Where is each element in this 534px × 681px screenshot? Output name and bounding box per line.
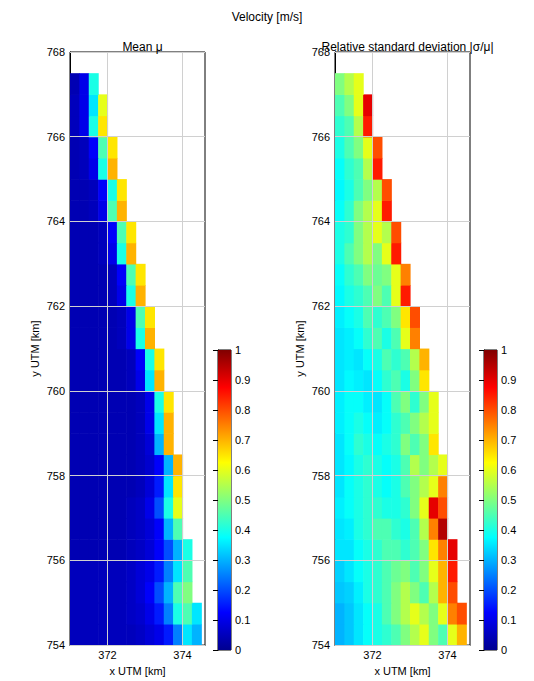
svg-text:0.1: 0.1 bbox=[501, 614, 516, 626]
svg-text:756: 756 bbox=[47, 554, 65, 566]
svg-text:x UTM [km]: x UTM [km] bbox=[109, 665, 165, 677]
svg-text:372: 372 bbox=[363, 649, 381, 661]
svg-text:0.2: 0.2 bbox=[235, 584, 250, 596]
svg-text:0.1: 0.1 bbox=[235, 614, 250, 626]
svg-text:766: 766 bbox=[47, 131, 65, 143]
svg-text:764: 764 bbox=[312, 215, 330, 227]
svg-text:0.3: 0.3 bbox=[235, 554, 250, 566]
svg-text:0.9: 0.9 bbox=[235, 374, 250, 386]
svg-text:374: 374 bbox=[438, 649, 456, 661]
svg-text:y UTM [km]: y UTM [km] bbox=[29, 320, 41, 376]
svg-text:768: 768 bbox=[47, 46, 65, 58]
svg-text:0.7: 0.7 bbox=[235, 434, 250, 446]
svg-text:0.6: 0.6 bbox=[235, 464, 250, 476]
svg-text:0.3: 0.3 bbox=[501, 554, 516, 566]
svg-text:754: 754 bbox=[312, 639, 330, 651]
svg-text:762: 762 bbox=[312, 300, 330, 312]
svg-text:766: 766 bbox=[312, 131, 330, 143]
svg-text:760: 760 bbox=[312, 385, 330, 397]
svg-text:Relative standard deviation |σ: Relative standard deviation |σ/μ| bbox=[322, 40, 494, 54]
svg-text:764: 764 bbox=[47, 215, 65, 227]
svg-text:0.8: 0.8 bbox=[235, 404, 250, 416]
svg-text:762: 762 bbox=[47, 300, 65, 312]
svg-text:0.5: 0.5 bbox=[235, 494, 250, 506]
svg-text:1: 1 bbox=[501, 344, 507, 356]
svg-text:372: 372 bbox=[98, 649, 116, 661]
svg-text:0.5: 0.5 bbox=[501, 494, 516, 506]
svg-text:0.2: 0.2 bbox=[501, 584, 516, 596]
svg-text:0: 0 bbox=[235, 644, 241, 656]
svg-text:760: 760 bbox=[47, 385, 65, 397]
svg-text:0.8: 0.8 bbox=[501, 404, 516, 416]
svg-text:x UTM [km]: x UTM [km] bbox=[374, 665, 430, 677]
svg-text:Mean μ: Mean μ bbox=[122, 40, 162, 54]
svg-text:0.7: 0.7 bbox=[501, 434, 516, 446]
svg-text:0: 0 bbox=[501, 644, 507, 656]
svg-text:y UTM [km]: y UTM [km] bbox=[294, 320, 306, 376]
svg-text:754: 754 bbox=[47, 639, 65, 651]
svg-text:0.9: 0.9 bbox=[501, 374, 516, 386]
svg-text:0.4: 0.4 bbox=[235, 524, 250, 536]
svg-text:1: 1 bbox=[235, 344, 241, 356]
svg-text:0.4: 0.4 bbox=[501, 524, 516, 536]
svg-text:758: 758 bbox=[312, 470, 330, 482]
svg-text:758: 758 bbox=[47, 470, 65, 482]
svg-text:756: 756 bbox=[312, 554, 330, 566]
svg-text:374: 374 bbox=[173, 649, 191, 661]
svg-text:Velocity [m/s]: Velocity [m/s] bbox=[232, 10, 303, 24]
svg-text:0.6: 0.6 bbox=[501, 464, 516, 476]
